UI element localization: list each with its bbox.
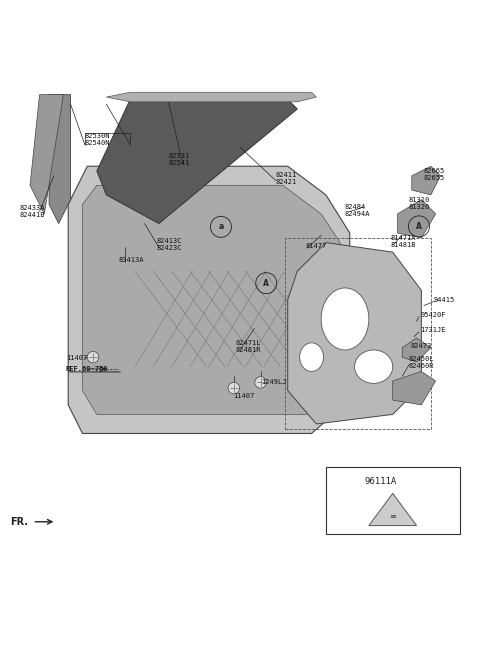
- Text: 82530N
82540N: 82530N 82540N: [85, 133, 110, 147]
- Text: 83413A: 83413A: [118, 258, 144, 263]
- Polygon shape: [107, 92, 316, 102]
- Text: 94415: 94415: [433, 297, 455, 303]
- Text: FR.: FR.: [10, 517, 28, 527]
- Circle shape: [87, 351, 99, 363]
- FancyBboxPatch shape: [326, 467, 459, 533]
- Text: 1249LJ: 1249LJ: [262, 379, 287, 385]
- Text: 81471A
81481B: 81471A 81481B: [390, 235, 416, 248]
- Text: a: a: [342, 477, 348, 486]
- Text: 82531
82541: 82531 82541: [168, 152, 190, 166]
- Ellipse shape: [355, 350, 393, 384]
- Text: 82665
82655: 82665 82655: [424, 168, 445, 181]
- Text: 96111A: 96111A: [364, 477, 396, 486]
- Text: 11407: 11407: [233, 394, 254, 399]
- Text: 82450L
82460R: 82450L 82460R: [408, 356, 434, 369]
- Text: 95420F: 95420F: [420, 312, 446, 318]
- Polygon shape: [68, 166, 350, 434]
- Text: a: a: [218, 222, 224, 231]
- Text: ≡: ≡: [389, 512, 396, 520]
- Circle shape: [255, 376, 266, 388]
- Text: 1731JE: 1731JE: [420, 327, 446, 333]
- Polygon shape: [49, 95, 71, 223]
- Polygon shape: [397, 200, 436, 238]
- Polygon shape: [369, 493, 417, 526]
- Polygon shape: [83, 185, 340, 415]
- Text: 82411
82421: 82411 82421: [276, 171, 297, 185]
- Polygon shape: [402, 338, 431, 362]
- Polygon shape: [393, 371, 436, 405]
- Text: A: A: [264, 279, 269, 288]
- Text: 82471L
82481R: 82471L 82481R: [235, 340, 261, 353]
- Text: REF.60-760: REF.60-760: [66, 366, 108, 372]
- Polygon shape: [412, 166, 441, 195]
- Text: 82484
82494A: 82484 82494A: [344, 204, 370, 217]
- Polygon shape: [288, 242, 421, 424]
- Text: 82413C
82423C: 82413C 82423C: [156, 238, 182, 252]
- Polygon shape: [30, 95, 63, 214]
- Text: A: A: [416, 222, 422, 231]
- Text: 82473: 82473: [410, 343, 432, 349]
- Ellipse shape: [300, 343, 324, 371]
- Text: 81477: 81477: [305, 243, 326, 250]
- Circle shape: [228, 382, 240, 394]
- Polygon shape: [97, 99, 297, 223]
- Text: 82433A
82441B: 82433A 82441B: [20, 205, 45, 218]
- Text: 11407: 11407: [66, 355, 87, 361]
- Text: 81310
81320: 81310 81320: [408, 197, 430, 210]
- Ellipse shape: [321, 288, 369, 350]
